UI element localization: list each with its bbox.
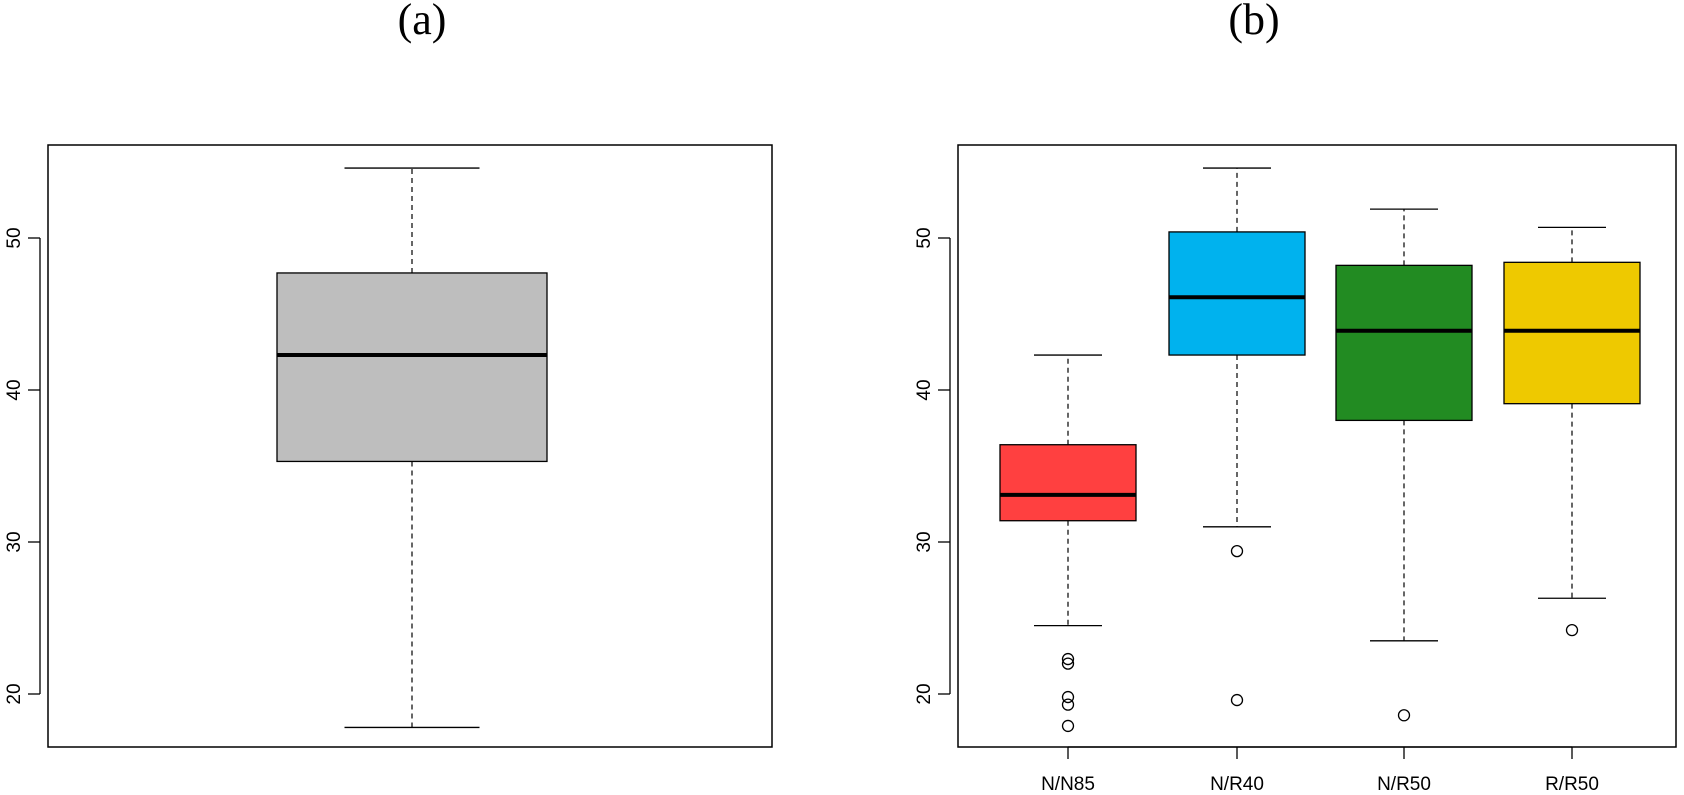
box-a-0	[276, 167, 548, 729]
panel-b-y-tick-label: 30	[914, 531, 935, 552]
panel-b-x-tick-label: N/R40	[1210, 774, 1264, 795]
box-b-1	[1168, 167, 1306, 707]
outlier-point	[1565, 624, 1579, 637]
outlier-point	[1061, 657, 1075, 670]
panel-a: (a) 20 30 40 50	[4, 0, 773, 748]
outlier-point	[1061, 719, 1075, 733]
outlier-point	[1397, 709, 1411, 722]
panel-b-x-tick-label: N/R50	[1377, 774, 1431, 795]
outlier-point	[1061, 698, 1075, 711]
panel-a-y-axis: 20 30 40 50	[4, 227, 41, 705]
panel-b-y-tick-label: 40	[914, 379, 935, 400]
panel-b-boxes	[999, 167, 1641, 733]
panel-a-plot-frame	[47, 144, 773, 748]
panel-a-boxes	[276, 167, 548, 729]
panel-b-x-tick-label: R/R50	[1545, 774, 1599, 795]
panel-b-title: (b)	[1228, 0, 1279, 44]
panel-a-y-tick-label: 50	[4, 227, 25, 248]
panel-b: (b) 20 30 40 50 N/N85 N/R40 N/R50 R/R50	[914, 0, 1677, 795]
box-b-2	[1335, 208, 1473, 722]
outlier-point	[1061, 652, 1075, 666]
panel-a-y-tick-label: 40	[4, 379, 25, 400]
panel-b-y-tick-label: 20	[914, 683, 935, 704]
panel-b-y-tick-label: 50	[914, 227, 935, 248]
panel-b-x-axis: N/N85 N/R40 N/R50 R/R50	[1041, 746, 1599, 795]
panel-b-y-axis: 20 30 40 50	[914, 227, 951, 705]
outlier-point	[1230, 693, 1244, 707]
box-iqr	[1503, 261, 1641, 405]
box-iqr	[1168, 231, 1306, 356]
panel-a-y-tick-label: 30	[4, 531, 25, 552]
box-b-0	[999, 354, 1137, 733]
box-iqr	[999, 444, 1137, 522]
outlier-point	[1061, 690, 1075, 704]
outlier-point	[1230, 544, 1244, 558]
panel-b-x-tick-label: N/N85	[1041, 774, 1095, 795]
box-b-3	[1503, 226, 1641, 637]
panel-a-title: (a)	[398, 0, 447, 44]
box-iqr	[276, 272, 548, 463]
box-iqr	[1335, 264, 1473, 422]
panel-a-y-tick-label: 20	[4, 683, 25, 704]
